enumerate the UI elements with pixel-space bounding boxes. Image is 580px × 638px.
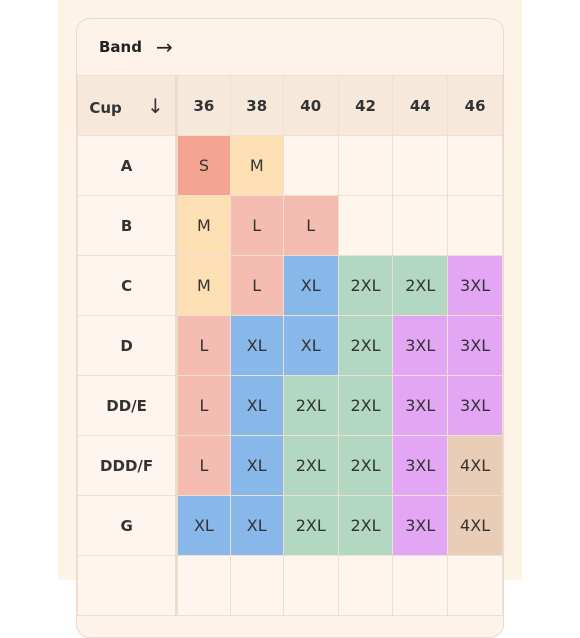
right-arrow-icon: → bbox=[155, 35, 173, 59]
cup-row: D L XL XL 2XL 3XL 3XL bbox=[77, 315, 503, 376]
size-grid: Cup ↓ 36 38 40 42 44 46 A S M B M L L C M L XL 2XL 2XL 3XL… bbox=[77, 75, 503, 616]
band-size-header-row: Cup ↓ 36 38 40 42 44 46 bbox=[77, 75, 503, 136]
cup-size-label: B bbox=[77, 195, 179, 256]
cup-size-label: G bbox=[77, 495, 179, 556]
size-cell bbox=[392, 555, 449, 616]
cup-size-label bbox=[77, 555, 179, 616]
size-cell: XL bbox=[229, 315, 284, 376]
size-cell bbox=[447, 555, 503, 616]
size-cell: L bbox=[176, 315, 231, 376]
size-cell bbox=[282, 555, 339, 616]
size-cell bbox=[392, 135, 449, 196]
band-header: Band → bbox=[77, 19, 503, 75]
size-cell: 2XL bbox=[337, 315, 394, 376]
cup-size-label: DD/E bbox=[77, 375, 179, 436]
size-cell: XL bbox=[282, 315, 339, 376]
size-cell: XL bbox=[282, 255, 339, 316]
size-cell: 4XL bbox=[447, 435, 503, 496]
size-cell bbox=[447, 195, 503, 256]
size-cell: L bbox=[229, 255, 284, 316]
size-cell: 2XL bbox=[337, 255, 394, 316]
band-size-header: 44 bbox=[392, 75, 449, 136]
size-cell bbox=[447, 135, 503, 196]
cup-size-label: A bbox=[77, 135, 179, 196]
size-cell: S bbox=[176, 135, 231, 196]
size-cell: L bbox=[282, 195, 339, 256]
cup-row: G XL XL 2XL 2XL 3XL 4XL bbox=[77, 495, 503, 556]
size-cell: 2XL bbox=[282, 495, 339, 556]
size-cell: 2XL bbox=[392, 255, 449, 316]
cup-header: Cup ↓ bbox=[77, 75, 179, 136]
size-cell bbox=[337, 555, 394, 616]
size-cell bbox=[229, 555, 284, 616]
cup-size-label: DDD/F bbox=[77, 435, 179, 496]
size-cell: 2XL bbox=[337, 375, 394, 436]
size-cell bbox=[282, 135, 339, 196]
down-arrow-icon: ↓ bbox=[147, 93, 164, 118]
size-cell bbox=[337, 195, 394, 256]
size-cell: M bbox=[176, 255, 231, 316]
size-cell: L bbox=[176, 435, 231, 496]
size-cell: 4XL bbox=[447, 495, 503, 556]
size-cell: 3XL bbox=[392, 495, 449, 556]
band-size-header: 36 bbox=[176, 75, 231, 136]
cup-size-label: D bbox=[77, 315, 179, 376]
size-grid-body: A S M B M L L C M L XL 2XL 2XL 3XL D L XL XL 2XL 3XL 3XL DD/E… bbox=[77, 135, 503, 616]
size-cell: M bbox=[229, 135, 284, 196]
size-cell: L bbox=[176, 375, 231, 436]
size-cell: M bbox=[176, 195, 231, 256]
band-label: Band bbox=[99, 38, 142, 56]
size-cell: 3XL bbox=[447, 315, 503, 376]
size-cell: 2XL bbox=[337, 435, 394, 496]
size-cell: 2XL bbox=[282, 435, 339, 496]
size-cell: 3XL bbox=[392, 435, 449, 496]
band-size-header: 42 bbox=[337, 75, 394, 136]
size-cell: 3XL bbox=[392, 375, 449, 436]
band-size-header: 40 bbox=[282, 75, 339, 136]
size-cell: XL bbox=[229, 375, 284, 436]
size-cell: 3XL bbox=[447, 375, 503, 436]
size-cell bbox=[176, 555, 231, 616]
size-cell bbox=[392, 195, 449, 256]
size-chart-card: Band → Cup ↓ 36 38 40 42 44 46 A S M B M L L C M L XL 2X… bbox=[76, 18, 504, 638]
size-cell: XL bbox=[229, 495, 284, 556]
size-cell: 2XL bbox=[337, 495, 394, 556]
band-size-header: 46 bbox=[447, 75, 503, 136]
size-grid-container[interactable]: Cup ↓ 36 38 40 42 44 46 A S M B M L L C M L XL 2XL 2XL 3XL… bbox=[77, 75, 503, 637]
cup-size-label: C bbox=[77, 255, 179, 316]
cup-row: DDD/F L XL 2XL 2XL 3XL 4XL bbox=[77, 435, 503, 496]
size-cell: L bbox=[229, 195, 284, 256]
cup-row: DD/E L XL 2XL 2XL 3XL 3XL bbox=[77, 375, 503, 436]
band-size-header: 38 bbox=[229, 75, 284, 136]
size-cell: 3XL bbox=[392, 315, 449, 376]
size-cell: XL bbox=[229, 435, 284, 496]
cup-label: Cup bbox=[89, 98, 122, 117]
size-cell: 2XL bbox=[282, 375, 339, 436]
cup-row: C M L XL 2XL 2XL 3XL bbox=[77, 255, 503, 316]
size-cell: XL bbox=[176, 495, 231, 556]
size-cell bbox=[337, 135, 394, 196]
cup-row bbox=[77, 555, 503, 616]
size-cell: 3XL bbox=[447, 255, 503, 316]
